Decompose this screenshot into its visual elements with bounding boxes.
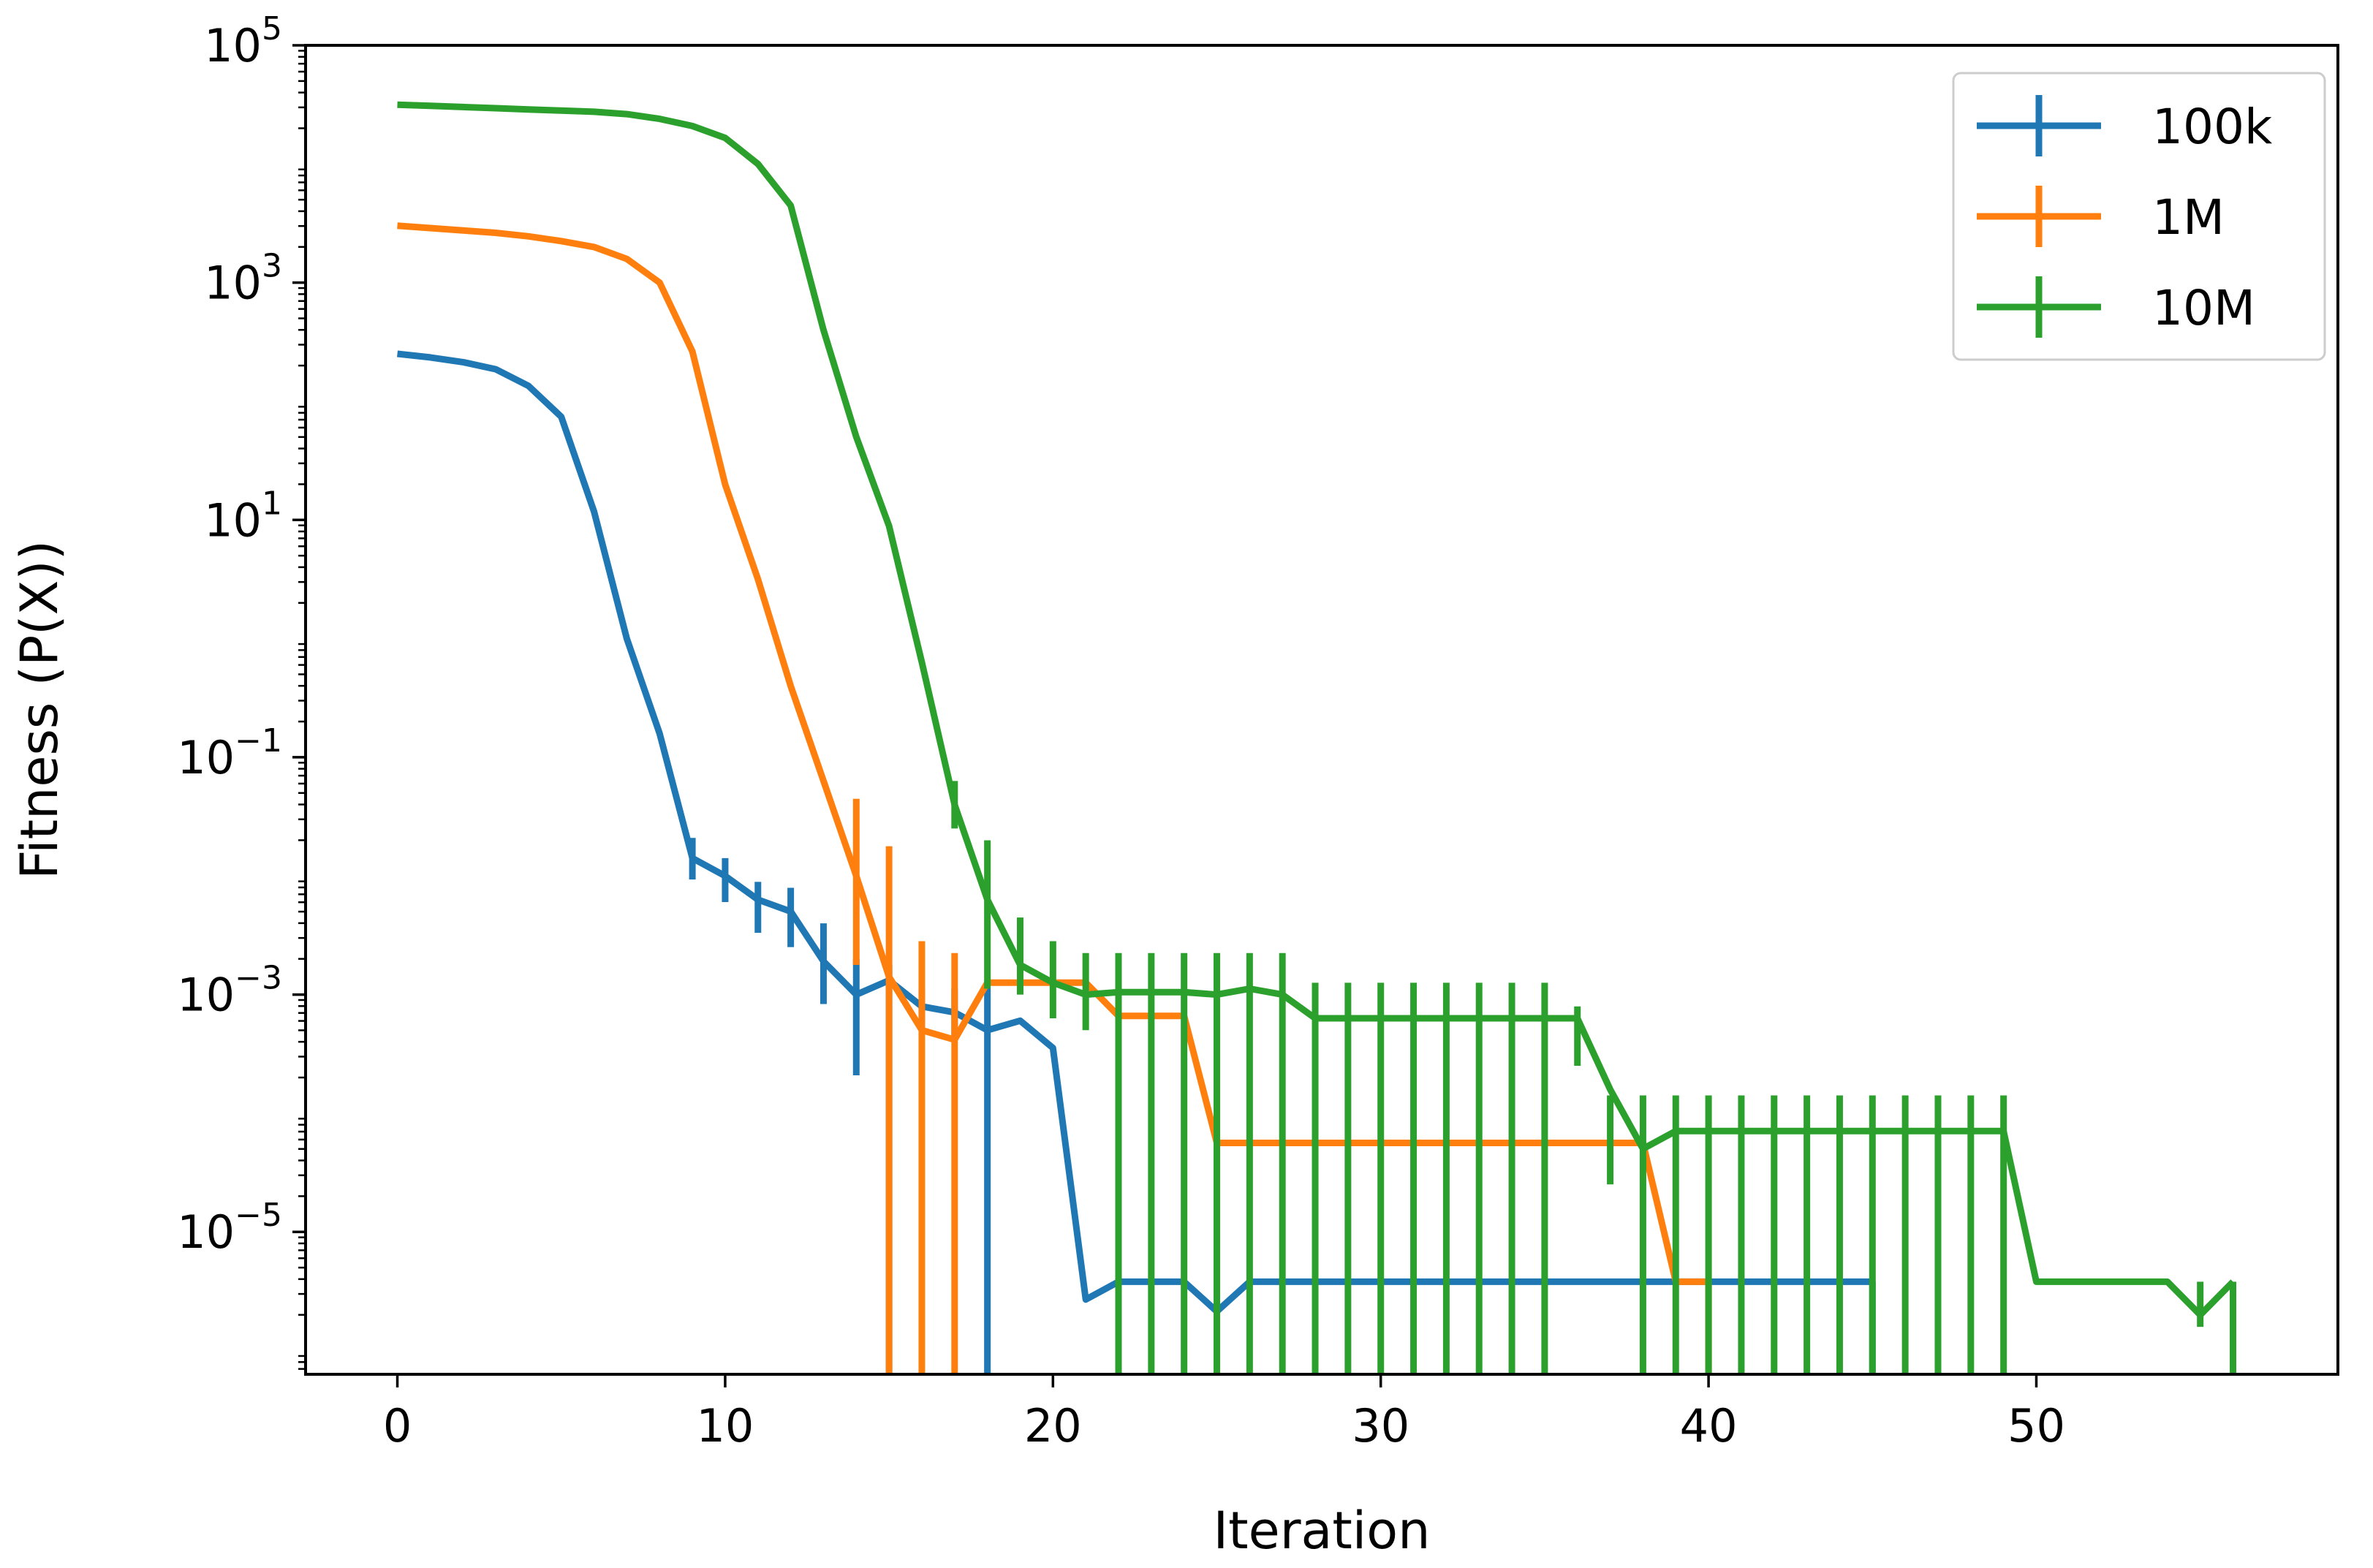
- y-tick-label: 105: [204, 10, 282, 72]
- y-tick-label: 10−3: [177, 960, 282, 1022]
- plot-area: [397, 101, 2237, 1374]
- legend-item-100k: 100k: [1977, 95, 2273, 156]
- x-tick-label: 50: [2007, 1399, 2065, 1453]
- y-tick-label: 10−5: [177, 1197, 282, 1259]
- legend-item-10M: 10M: [1977, 276, 2255, 338]
- y-axis-label: Fitness (P(X)): [10, 540, 69, 879]
- x-tick-label: 30: [1352, 1399, 1409, 1453]
- plot-frame: [304, 44, 2339, 1376]
- series-line-100k: [397, 350, 1873, 1315]
- legend-label: 100k: [2152, 99, 2273, 155]
- y-tick-label: 103: [204, 248, 282, 310]
- legend-label: 10M: [2152, 280, 2255, 336]
- x-tick-label: 10: [696, 1399, 754, 1453]
- x-axis: 0 10 20 30 40 50: [383, 1374, 2065, 1453]
- y-tick-label: 10−1: [177, 722, 282, 784]
- legend-label: 1M: [2152, 189, 2225, 246]
- legend-item-1M: 1M: [1977, 186, 2225, 247]
- y-tick-label: 101: [204, 485, 282, 547]
- legend: 100k 1M 10M: [1952, 72, 2326, 361]
- x-tick-label: 40: [1680, 1399, 1738, 1453]
- y-axis: 105 103 101 10−1 10−3 10−5: [177, 10, 306, 1370]
- x-tick-label: 20: [1024, 1399, 1082, 1453]
- x-tick-label: 0: [383, 1399, 412, 1453]
- legend-box: [1952, 72, 2326, 361]
- series-10M: [397, 101, 2237, 1374]
- x-axis-label: Iteration: [1214, 1501, 1431, 1561]
